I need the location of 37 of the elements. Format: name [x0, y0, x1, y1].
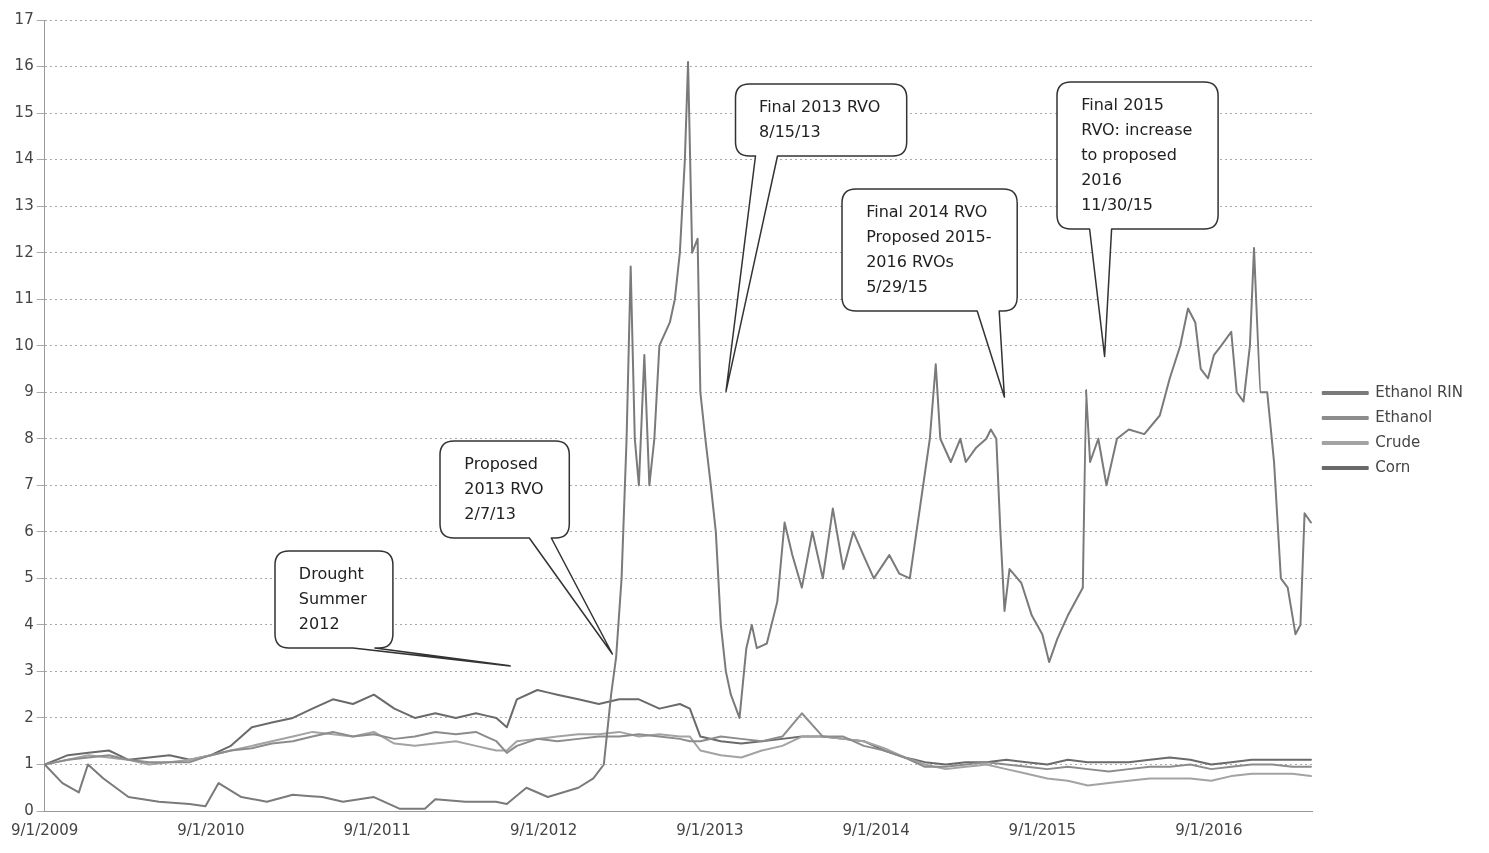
annotation: Final 2014 RVO Proposed 2015- 2016 RVOs 5/29/15	[865, 201, 993, 299]
y-tick-label: 7	[24, 475, 34, 494]
legend-label: Corn	[1375, 457, 1411, 476]
y-tick-label: 2	[24, 707, 34, 726]
y-tick-label: 17	[14, 9, 34, 28]
x-tick-label: 9/1/2011	[343, 820, 411, 839]
y-tick-label: 14	[14, 149, 34, 168]
x-tick-label: 9/1/2015	[1008, 820, 1076, 839]
x-tick-label: 9/1/2012	[510, 820, 578, 839]
y-tick-label: 1	[24, 754, 34, 773]
annotation: Drought Summer 2012	[297, 562, 368, 635]
annotation: Final 2013 RVO 8/15/13	[758, 96, 882, 144]
y-tick-label: 8	[24, 428, 34, 447]
y-tick-label: 13	[14, 196, 34, 215]
y-tick-label: 5	[24, 568, 34, 587]
x-tick-label: 9/1/2014	[842, 820, 910, 839]
x-tick-label: 9/1/2013	[676, 820, 744, 839]
y-tick-label: 4	[24, 614, 34, 633]
legend-label: Ethanol RIN	[1375, 382, 1464, 401]
y-tick-label: 11	[14, 289, 34, 308]
annotation: Final 2015 RVO: increase to proposed 2016 11/30/15	[1080, 93, 1194, 216]
x-tick-label: 9/1/2010	[177, 820, 245, 839]
y-tick-label: 16	[14, 56, 34, 75]
y-tick-label: 12	[14, 242, 34, 261]
y-tick-label: 0	[24, 800, 34, 819]
legend-label: Ethanol	[1375, 407, 1433, 426]
y-tick-label: 3	[24, 661, 34, 680]
y-tick-label: 6	[24, 521, 34, 540]
line-series	[44, 689, 1312, 766]
annotation: Proposed 2013 RVO 2/7/13	[463, 452, 545, 525]
y-tick-label: 9	[24, 382, 34, 401]
y-tick-label: 15	[14, 102, 34, 121]
x-tick-label: 9/1/2016	[1175, 820, 1243, 839]
y-tick-label: 10	[14, 335, 34, 354]
line-series	[44, 712, 1312, 773]
legend-label: Crude	[1375, 432, 1421, 451]
x-tick-label: 9/1/2009	[11, 820, 79, 839]
